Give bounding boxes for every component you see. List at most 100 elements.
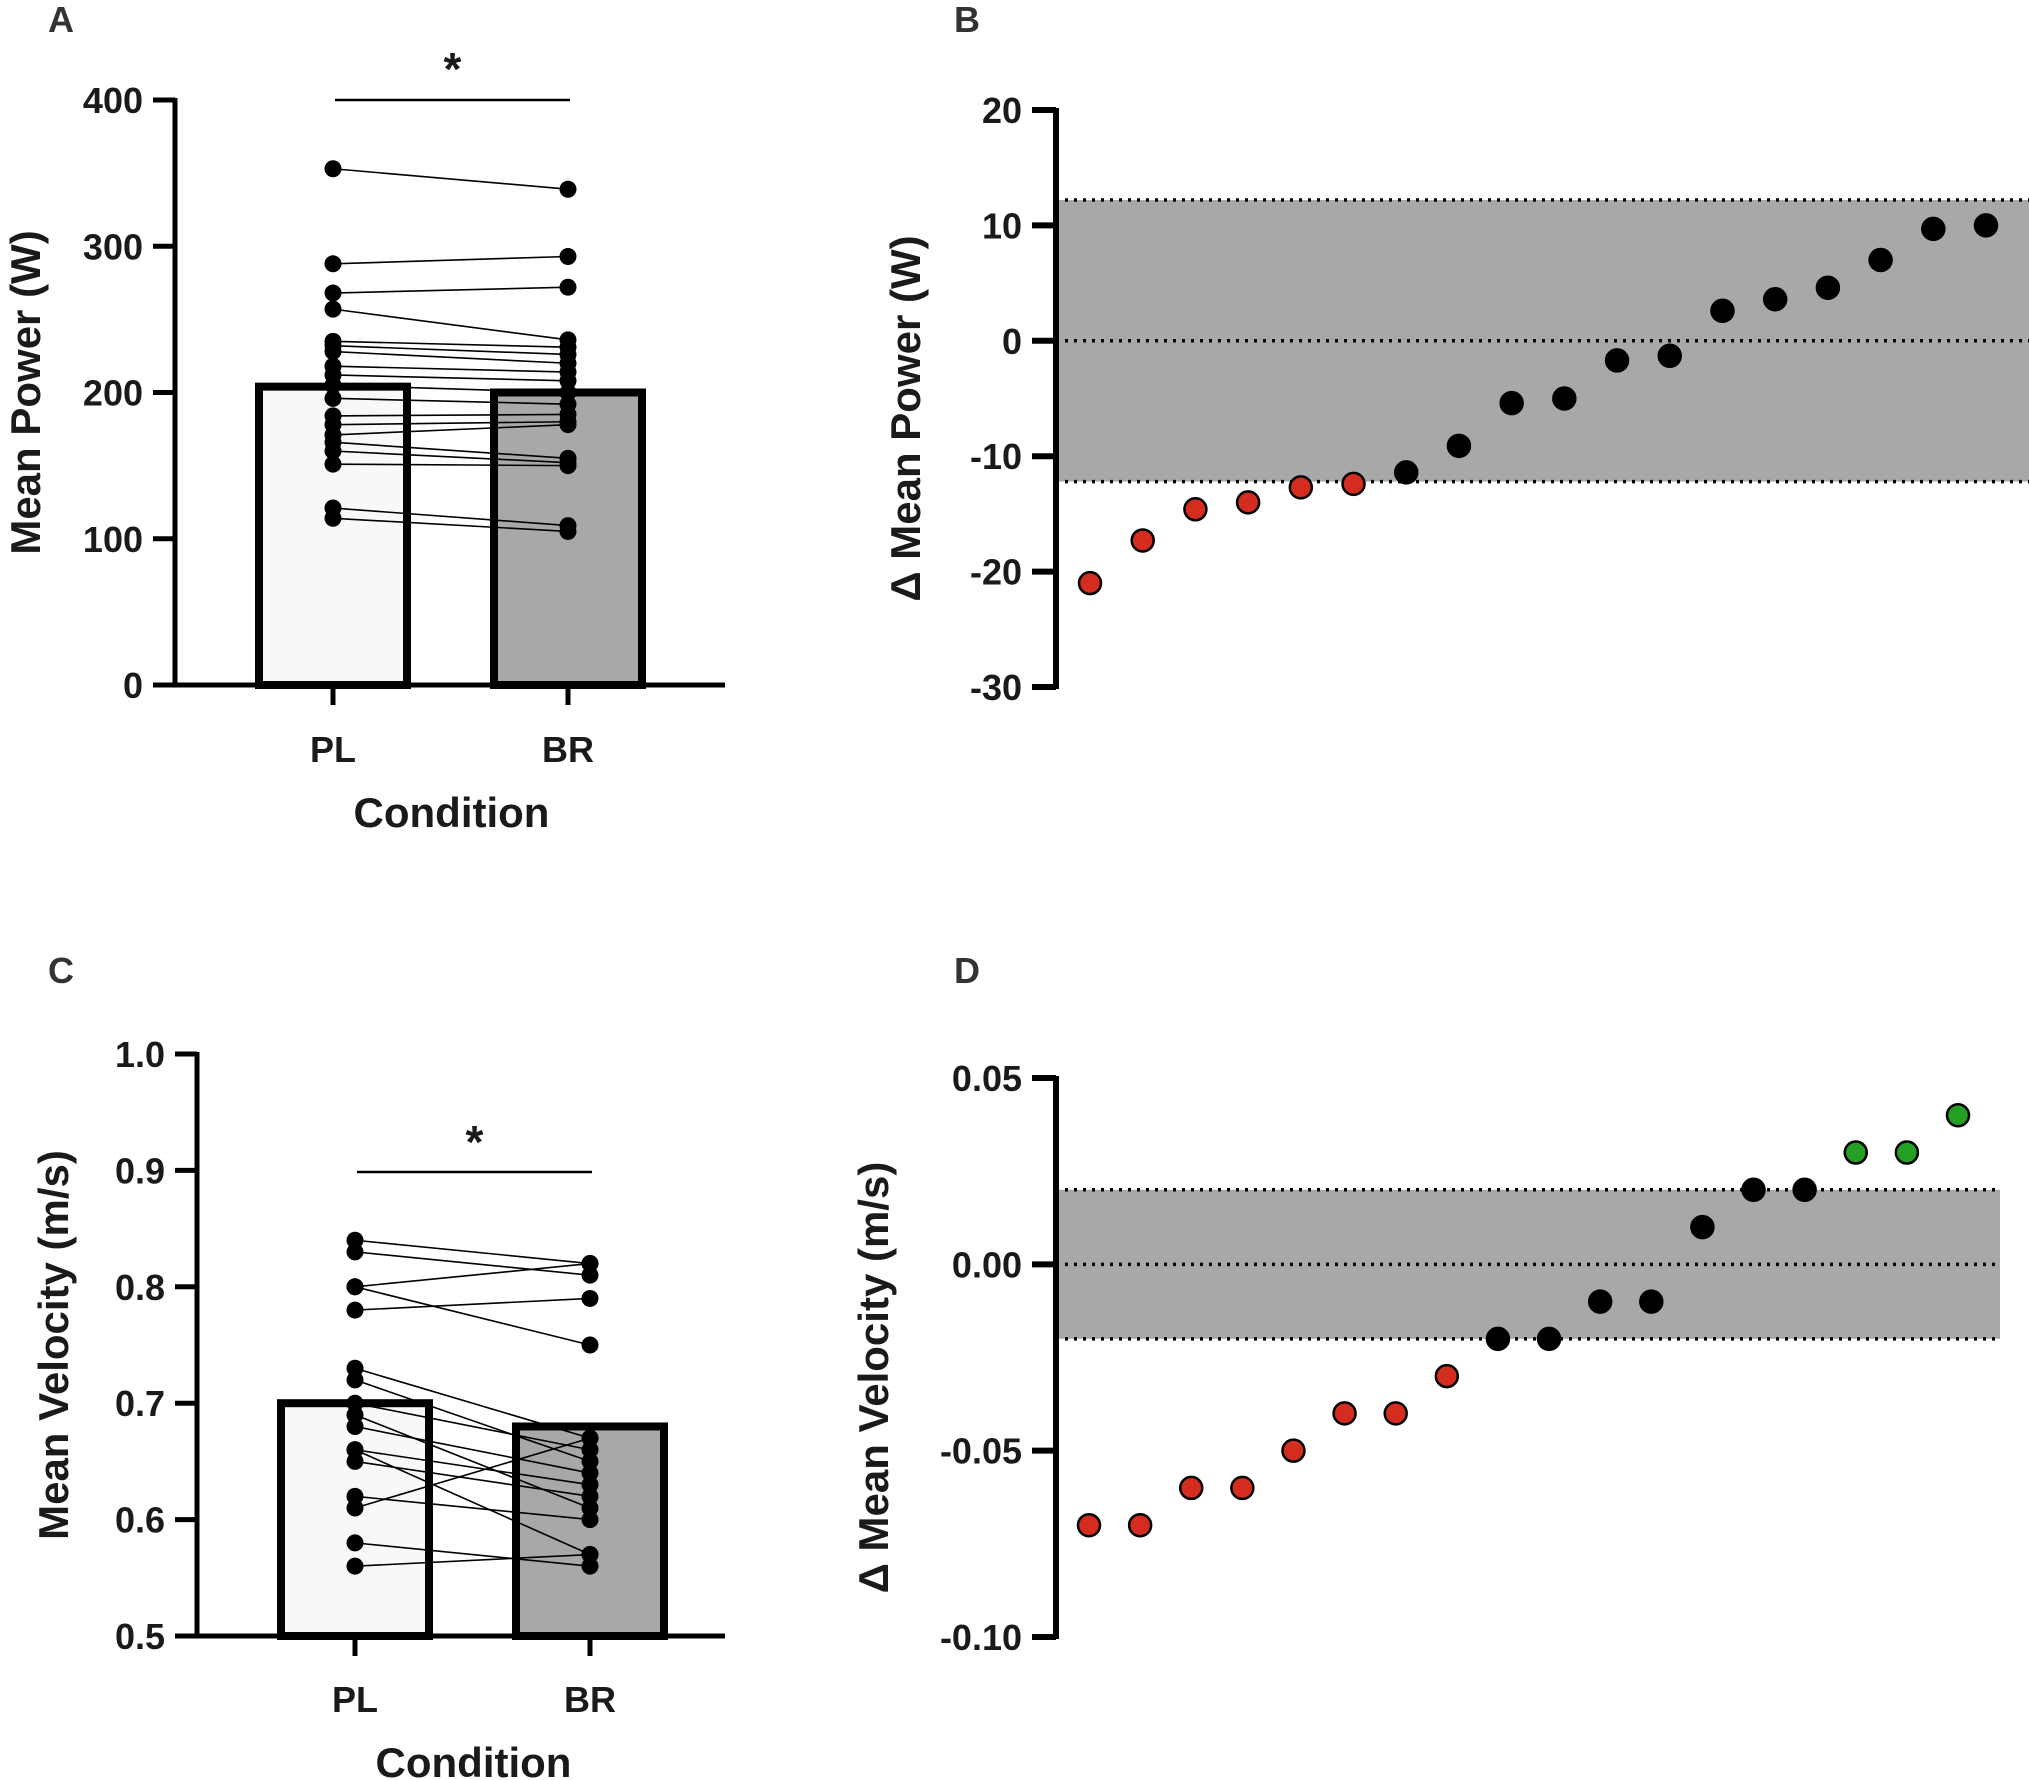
data-point bbox=[1288, 475, 1314, 500]
data-point-br bbox=[559, 457, 577, 475]
data-point-br bbox=[559, 384, 577, 401]
data-point bbox=[1434, 1363, 1460, 1389]
data-point-br bbox=[581, 1336, 599, 1354]
y-tick-label: 0 bbox=[123, 665, 143, 706]
y-tick-label: 0.7 bbox=[115, 1383, 165, 1424]
data-point-pl bbox=[346, 1359, 364, 1377]
y-axis-title: Δ Mean Power (W) bbox=[882, 235, 929, 601]
data-point-pl bbox=[324, 284, 342, 302]
paired-line bbox=[332, 384, 569, 394]
paired-line bbox=[332, 374, 569, 382]
data-point-pl bbox=[324, 160, 342, 178]
data-point-pl bbox=[324, 300, 342, 318]
data-point bbox=[1332, 1401, 1357, 1426]
panel-letter: B bbox=[954, 0, 980, 40]
data-point bbox=[1710, 298, 1735, 324]
paired-line bbox=[332, 365, 569, 373]
data-point bbox=[1552, 386, 1577, 411]
data-point bbox=[1341, 471, 1366, 497]
data-point bbox=[1446, 433, 1472, 459]
data-point-br bbox=[581, 1429, 599, 1447]
data-point bbox=[1815, 275, 1841, 300]
panel-d: D -0.10 -0.05 0.00 0.05 Δ Mean Velocity (m/s) bbox=[850, 950, 2000, 1658]
data-point-br bbox=[581, 1557, 599, 1575]
significance-star: * bbox=[444, 43, 462, 95]
data-point-pl bbox=[346, 1371, 364, 1389]
y-tick-label: 0.9 bbox=[115, 1150, 165, 1191]
x-axis-title: Condition bbox=[376, 1739, 572, 1780]
data-point-br bbox=[559, 522, 577, 540]
data-point bbox=[1945, 1103, 1971, 1128]
y-tick-label: 1.0 bbox=[115, 1034, 165, 1075]
paired-line bbox=[332, 397, 569, 405]
paired-line bbox=[354, 1437, 591, 1509]
data-point bbox=[1639, 1289, 1664, 1314]
paired-line bbox=[332, 340, 569, 348]
data-point-br bbox=[581, 1499, 599, 1517]
y-tick-label: -10 bbox=[970, 436, 1022, 477]
data-point-pl bbox=[346, 1534, 364, 1552]
paired-line bbox=[332, 167, 569, 191]
y-tick-label: -0.10 bbox=[940, 1617, 1022, 1658]
paired-line bbox=[354, 1239, 591, 1265]
x-tick-label: BR bbox=[564, 1679, 616, 1720]
data-point bbox=[1868, 247, 1893, 273]
data-point-pl bbox=[346, 1499, 364, 1517]
paired-line bbox=[354, 1297, 591, 1311]
data-point bbox=[1383, 1401, 1408, 1426]
data-point-pl bbox=[346, 1406, 364, 1424]
data-point-pl bbox=[346, 1278, 364, 1296]
data-point-pl bbox=[346, 1557, 364, 1575]
data-point-br bbox=[559, 278, 577, 296]
data-point bbox=[1792, 1177, 1817, 1203]
y-axis-title: Mean Velocity (m/s) bbox=[30, 1150, 77, 1540]
data-point bbox=[1393, 460, 1419, 485]
y-tick-label: 0.6 bbox=[115, 1500, 165, 1541]
data-point-br bbox=[581, 1464, 599, 1482]
paired-line bbox=[354, 1379, 591, 1463]
paired-line bbox=[332, 420, 569, 426]
data-point-br bbox=[581, 1476, 599, 1494]
y-tick-label: -30 bbox=[970, 667, 1022, 708]
paired-line bbox=[354, 1251, 591, 1276]
y-tick-label: 400 bbox=[83, 80, 143, 121]
paired-line bbox=[332, 255, 569, 265]
data-point bbox=[1499, 390, 1524, 416]
paired-line bbox=[332, 450, 569, 464]
data-point bbox=[1587, 1289, 1613, 1314]
y-tick-label: 300 bbox=[83, 226, 143, 267]
paired-line bbox=[354, 1542, 591, 1567]
data-point-pl bbox=[324, 509, 342, 527]
paired-line bbox=[332, 350, 569, 365]
data-point bbox=[1130, 528, 1155, 553]
variability-band bbox=[1056, 1189, 2000, 1339]
data-point bbox=[1076, 1512, 1102, 1538]
paired-line bbox=[354, 1495, 591, 1521]
paired-line bbox=[332, 463, 569, 467]
data-point-pl bbox=[346, 1231, 364, 1249]
paired-line bbox=[354, 1414, 591, 1509]
x-tick-label: PL bbox=[332, 1679, 378, 1720]
data-point-pl bbox=[324, 376, 342, 394]
y-tick-label: 0.5 bbox=[115, 1616, 165, 1657]
paired-line bbox=[354, 1425, 591, 1474]
paired-line bbox=[354, 1402, 591, 1451]
paired-line bbox=[354, 1553, 591, 1567]
paired-line bbox=[332, 423, 569, 436]
data-point-br bbox=[581, 1266, 599, 1284]
data-point bbox=[1077, 570, 1103, 596]
bar-pl bbox=[277, 1399, 433, 1640]
panel-letter: C bbox=[48, 950, 74, 991]
data-point bbox=[1127, 1512, 1153, 1538]
data-point-pl bbox=[346, 1487, 364, 1505]
data-point-pl bbox=[346, 1441, 364, 1459]
data-point-br bbox=[559, 416, 577, 434]
x-axis-title: Condition bbox=[354, 789, 550, 836]
data-point bbox=[1843, 1140, 1869, 1165]
y-tick-label: 0.00 bbox=[952, 1244, 1022, 1285]
paired-line bbox=[354, 1448, 591, 1486]
data-point-pl bbox=[346, 1243, 364, 1261]
paired-line bbox=[332, 507, 569, 527]
data-point-pl bbox=[346, 1301, 364, 1319]
data-point-br bbox=[559, 180, 577, 198]
